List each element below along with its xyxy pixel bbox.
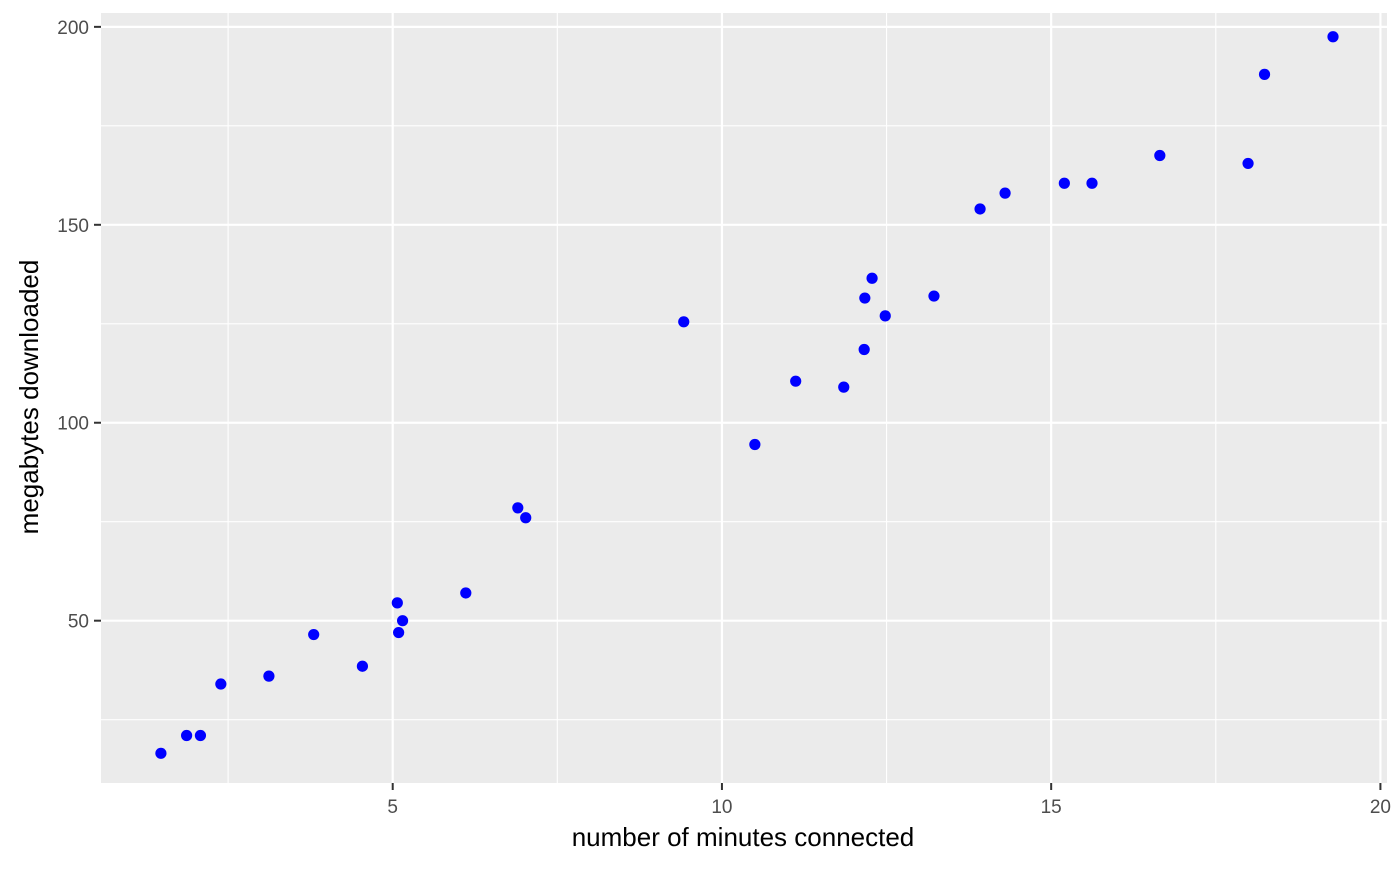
data-point (181, 729, 193, 742)
data-point (308, 628, 320, 641)
y-axis: 50 100 150 200 (57, 18, 101, 633)
minor-gridlines (101, 13, 1387, 783)
y-axis-label: megabytes downloaded (14, 260, 44, 535)
data-point (858, 343, 870, 356)
data-point (838, 381, 850, 393)
data-point (879, 310, 891, 322)
x-tick-label: 15 (1041, 797, 1062, 818)
data-point (512, 502, 524, 514)
y-tick-label: 100 (57, 414, 89, 435)
data-point (1242, 157, 1254, 170)
data-point (393, 626, 405, 639)
data-point (928, 290, 940, 302)
y-tick-label: 150 (57, 216, 89, 237)
y-tick-label: 200 (57, 18, 89, 39)
data-point (155, 747, 167, 759)
y-tick-label: 50 (68, 612, 89, 633)
data-point (391, 597, 403, 609)
data-point (215, 678, 227, 690)
data-point (1327, 31, 1339, 43)
data-point (1258, 68, 1271, 80)
data-point (974, 203, 986, 215)
data-point (460, 587, 472, 599)
data-point (749, 438, 761, 451)
data-point (790, 375, 802, 387)
data-point (999, 187, 1011, 199)
data-point (866, 272, 878, 284)
data-point (859, 292, 871, 304)
data-point (1154, 149, 1166, 162)
data-point (356, 660, 369, 672)
x-axis-label: number of minutes connected (572, 822, 915, 852)
major-gridlines (101, 13, 1387, 783)
plot-panel (101, 13, 1387, 783)
data-point (1086, 177, 1098, 189)
x-tick-label: 20 (1370, 797, 1391, 818)
data-point (1058, 177, 1070, 189)
x-axis: 5 10 15 20 (387, 783, 1391, 818)
data-point (520, 512, 532, 524)
x-tick-label: 10 (711, 797, 732, 818)
data-point (396, 615, 409, 627)
data-point (194, 729, 207, 742)
x-tick-label: 5 (387, 797, 398, 818)
data-point (263, 670, 275, 682)
data-point (678, 316, 690, 328)
data-points (155, 31, 1339, 759)
